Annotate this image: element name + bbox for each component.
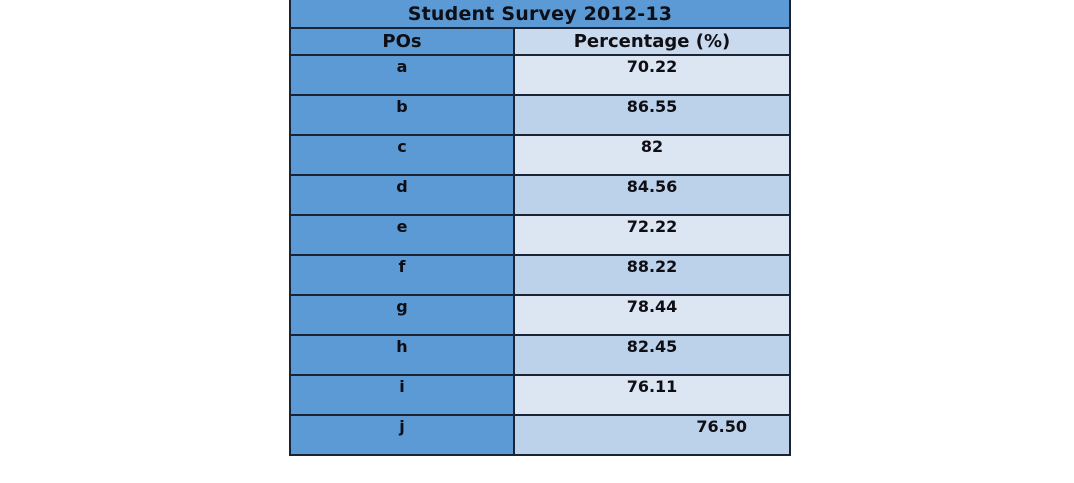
po-cell: f <box>289 254 515 296</box>
percentage-cell: 70.22 <box>513 54 791 96</box>
table-row-e: e 72.22 <box>289 214 791 256</box>
po-cell: i <box>289 374 515 416</box>
table-row-g: g 78.44 <box>289 294 791 336</box>
table-title: Student Survey 2012-13 <box>289 0 791 29</box>
po-cell: d <box>289 174 515 216</box>
table-row-h: h 82.45 <box>289 334 791 376</box>
column-header-pos: POs <box>289 27 515 56</box>
student-survey-table: Student Survey 2012-13 POs Percentage (%… <box>289 0 791 456</box>
percentage-cell: 78.44 <box>513 294 791 336</box>
po-cell: c <box>289 134 515 176</box>
table-row-a: a 70.22 <box>289 54 791 96</box>
percentage-cell: 72.22 <box>513 214 791 256</box>
table-row-c: c 82 <box>289 134 791 176</box>
po-cell: b <box>289 94 515 136</box>
po-cell: g <box>289 294 515 336</box>
table-row-f: f 88.22 <box>289 254 791 296</box>
table-row-d: d 84.56 <box>289 174 791 216</box>
po-cell: e <box>289 214 515 256</box>
table-row-j: j 76.50 <box>289 414 791 456</box>
table-row-b: b 86.55 <box>289 94 791 136</box>
po-cell: j <box>289 414 515 456</box>
po-cell: a <box>289 54 515 96</box>
percentage-cell: 86.55 <box>513 94 791 136</box>
table-title-row: Student Survey 2012-13 <box>289 0 791 29</box>
percentage-cell: 84.56 <box>513 174 791 216</box>
column-header-percentage: Percentage (%) <box>513 27 791 56</box>
percentage-cell: 76.11 <box>513 374 791 416</box>
percentage-cell: 82 <box>513 134 791 176</box>
percentage-cell: 76.50 <box>513 414 791 456</box>
table-header-row: POs Percentage (%) <box>289 27 791 56</box>
percentage-cell: 88.22 <box>513 254 791 296</box>
po-cell: h <box>289 334 515 376</box>
table-row-i: i 76.11 <box>289 374 791 416</box>
percentage-cell: 82.45 <box>513 334 791 376</box>
